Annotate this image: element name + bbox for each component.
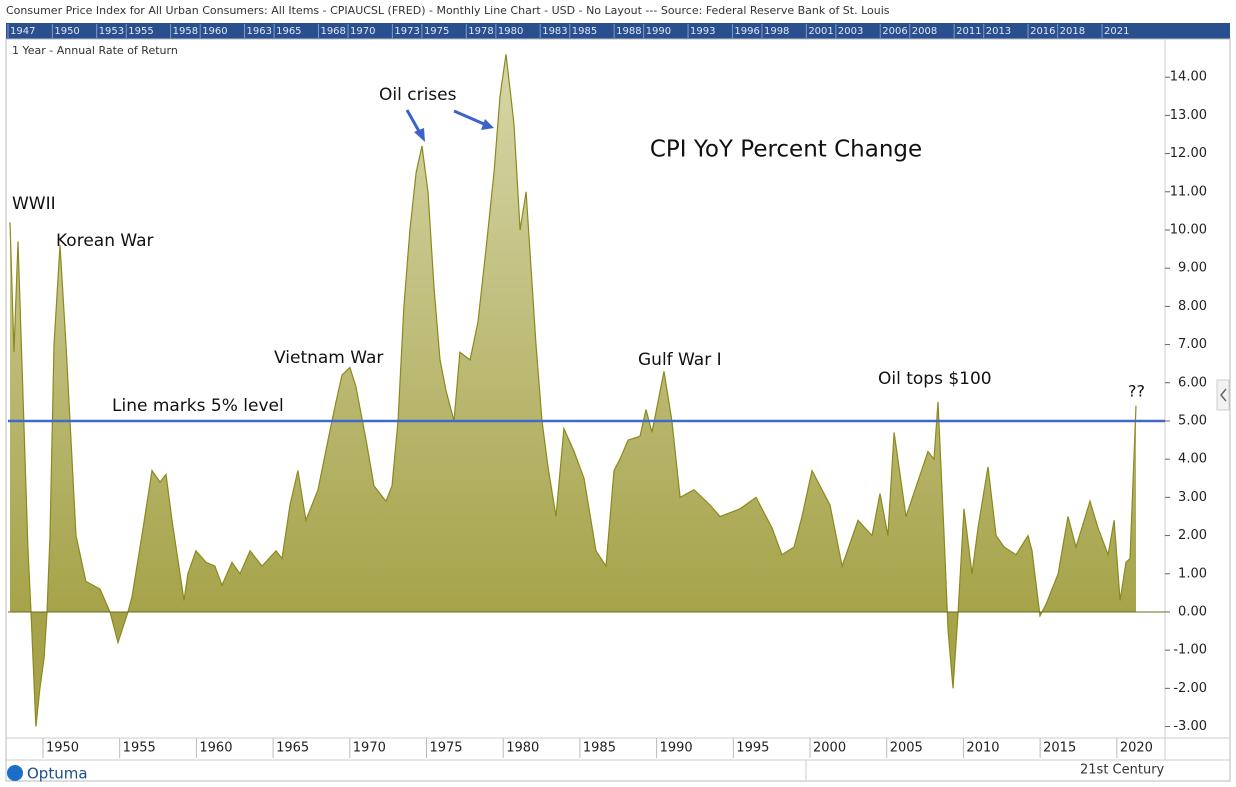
x-tick-label: 1965 <box>276 741 309 756</box>
y-tick-label: -2.00 <box>1173 681 1207 696</box>
y-tick-label: 7.00 <box>1178 337 1207 352</box>
navigator-label: 2013 <box>986 26 1011 37</box>
navigator-label: 1985 <box>572 26 597 37</box>
navigator-label: 2008 <box>912 26 937 37</box>
annotation: Vietnam War <box>274 348 383 368</box>
annotation: WWII <box>12 194 56 214</box>
footer-label: 21st Century <box>1080 763 1165 778</box>
x-tick-label: 2005 <box>890 741 923 756</box>
x-tick-label: 2020 <box>1120 741 1153 756</box>
x-tick-label: 1995 <box>736 741 769 756</box>
navigator-label: 1993 <box>690 26 715 37</box>
x-tick-label: 1960 <box>199 741 232 756</box>
y-tick-label: 0.00 <box>1178 604 1207 619</box>
x-tick-label: 1985 <box>583 741 616 756</box>
y-tick-label: 1.00 <box>1178 566 1207 581</box>
y-tick-label: 9.00 <box>1178 261 1207 276</box>
y-tick-label: 3.00 <box>1178 490 1207 505</box>
annotation: Line marks 5% level <box>112 396 284 416</box>
x-tick-label: 1980 <box>506 741 539 756</box>
y-tick-label: 6.00 <box>1178 375 1207 390</box>
y-tick-label: -3.00 <box>1173 719 1207 734</box>
logo: Optuma <box>27 765 88 783</box>
x-tick-label: 2015 <box>1043 741 1076 756</box>
x-tick-label: 2010 <box>966 741 999 756</box>
navigator[interactable] <box>6 23 1230 39</box>
navigator-label: 1958 <box>173 26 198 37</box>
y-tick-label: -1.00 <box>1173 643 1207 658</box>
x-tick-label: 1970 <box>353 741 386 756</box>
side-tab[interactable] <box>1216 379 1230 411</box>
x-tick-label: 1975 <box>429 741 462 756</box>
navigator-labels: 1947 1950 1953 1955 1958 1960 1963 1965 1968 1970… <box>7 24 1129 38</box>
y-tick-label: 4.00 <box>1178 452 1207 467</box>
navigator-label: 1968 <box>320 26 345 37</box>
navigator-label: 1963 <box>247 26 272 37</box>
navigator-label: 1960 <box>202 26 227 37</box>
navigator-label: 1947 <box>10 26 35 37</box>
navigator-label: 2016 <box>1030 26 1055 37</box>
annotation: Oil crises <box>379 85 457 105</box>
navigator-label: 1975 <box>424 26 449 37</box>
side-tab-icon <box>1220 388 1227 402</box>
navigator-label: 1978 <box>468 26 493 37</box>
navigator-label: 2003 <box>838 26 863 37</box>
y-tick-label: 13.00 <box>1170 108 1207 123</box>
plot: 1950 1955 1960 1965 1970 1975 1980 1985 1990 1995… <box>8 54 1165 758</box>
navigator-label: 1998 <box>764 26 789 37</box>
y-tick-label: 5.00 <box>1178 413 1207 428</box>
chart-title: CPI YoY Percent Change <box>650 137 922 163</box>
y-tick-label: 11.00 <box>1170 184 1207 199</box>
annotation: Gulf War I <box>638 350 722 370</box>
line <box>9 54 1137 727</box>
logo-icon <box>7 765 23 781</box>
x-tick-label: 1950 <box>46 741 79 756</box>
annotation: Korean War <box>56 231 154 251</box>
navigator-label: 1996 <box>734 26 759 37</box>
navigator-label: 1970 <box>350 26 375 37</box>
y-axis: 14.00 13.00 12.00 11.00 10.00 9.00 8.00 7.00 6.0… <box>1165 70 1207 734</box>
navigator-label: 1988 <box>616 26 641 37</box>
y-tick-label: 8.00 <box>1178 299 1207 314</box>
annotation: Oil tops $100 <box>878 369 992 389</box>
arrows <box>405 109 494 142</box>
x-tick-label: 1955 <box>123 741 156 756</box>
navigator-label: 1965 <box>276 26 301 37</box>
navigator-label: 2001 <box>808 26 833 37</box>
navigator-label: 1990 <box>646 26 671 37</box>
annotation: ?? <box>1128 382 1145 401</box>
navigator-label: 1983 <box>542 26 567 37</box>
navigator-label: 2021 <box>1104 26 1129 37</box>
y-tick-label: 2.00 <box>1178 528 1207 543</box>
navigator-label: 1955 <box>128 26 153 37</box>
header: Consumer Price Index for All Urban Consu… <box>6 4 890 17</box>
y-tick-label: 14.00 <box>1170 70 1207 85</box>
x-tick-label: 2000 <box>813 741 846 756</box>
subtitle: 1 Year - Annual Rate of Return <box>12 44 178 57</box>
navigator-label: 1980 <box>498 26 523 37</box>
navigator-label: 1973 <box>394 26 419 37</box>
navigator-label: 2006 <box>882 26 907 37</box>
panel-border <box>5 38 1231 782</box>
navigator-label: 1953 <box>99 26 124 37</box>
y-tick-label: 12.00 <box>1170 146 1207 161</box>
navigator-label: 1950 <box>54 26 79 37</box>
navigator-label: 2011 <box>956 26 981 37</box>
navigator-label: 2018 <box>1060 26 1085 37</box>
x-tick-label: 1990 <box>660 741 693 756</box>
y-tick-label: 10.00 <box>1170 222 1207 237</box>
area <box>10 54 1136 727</box>
